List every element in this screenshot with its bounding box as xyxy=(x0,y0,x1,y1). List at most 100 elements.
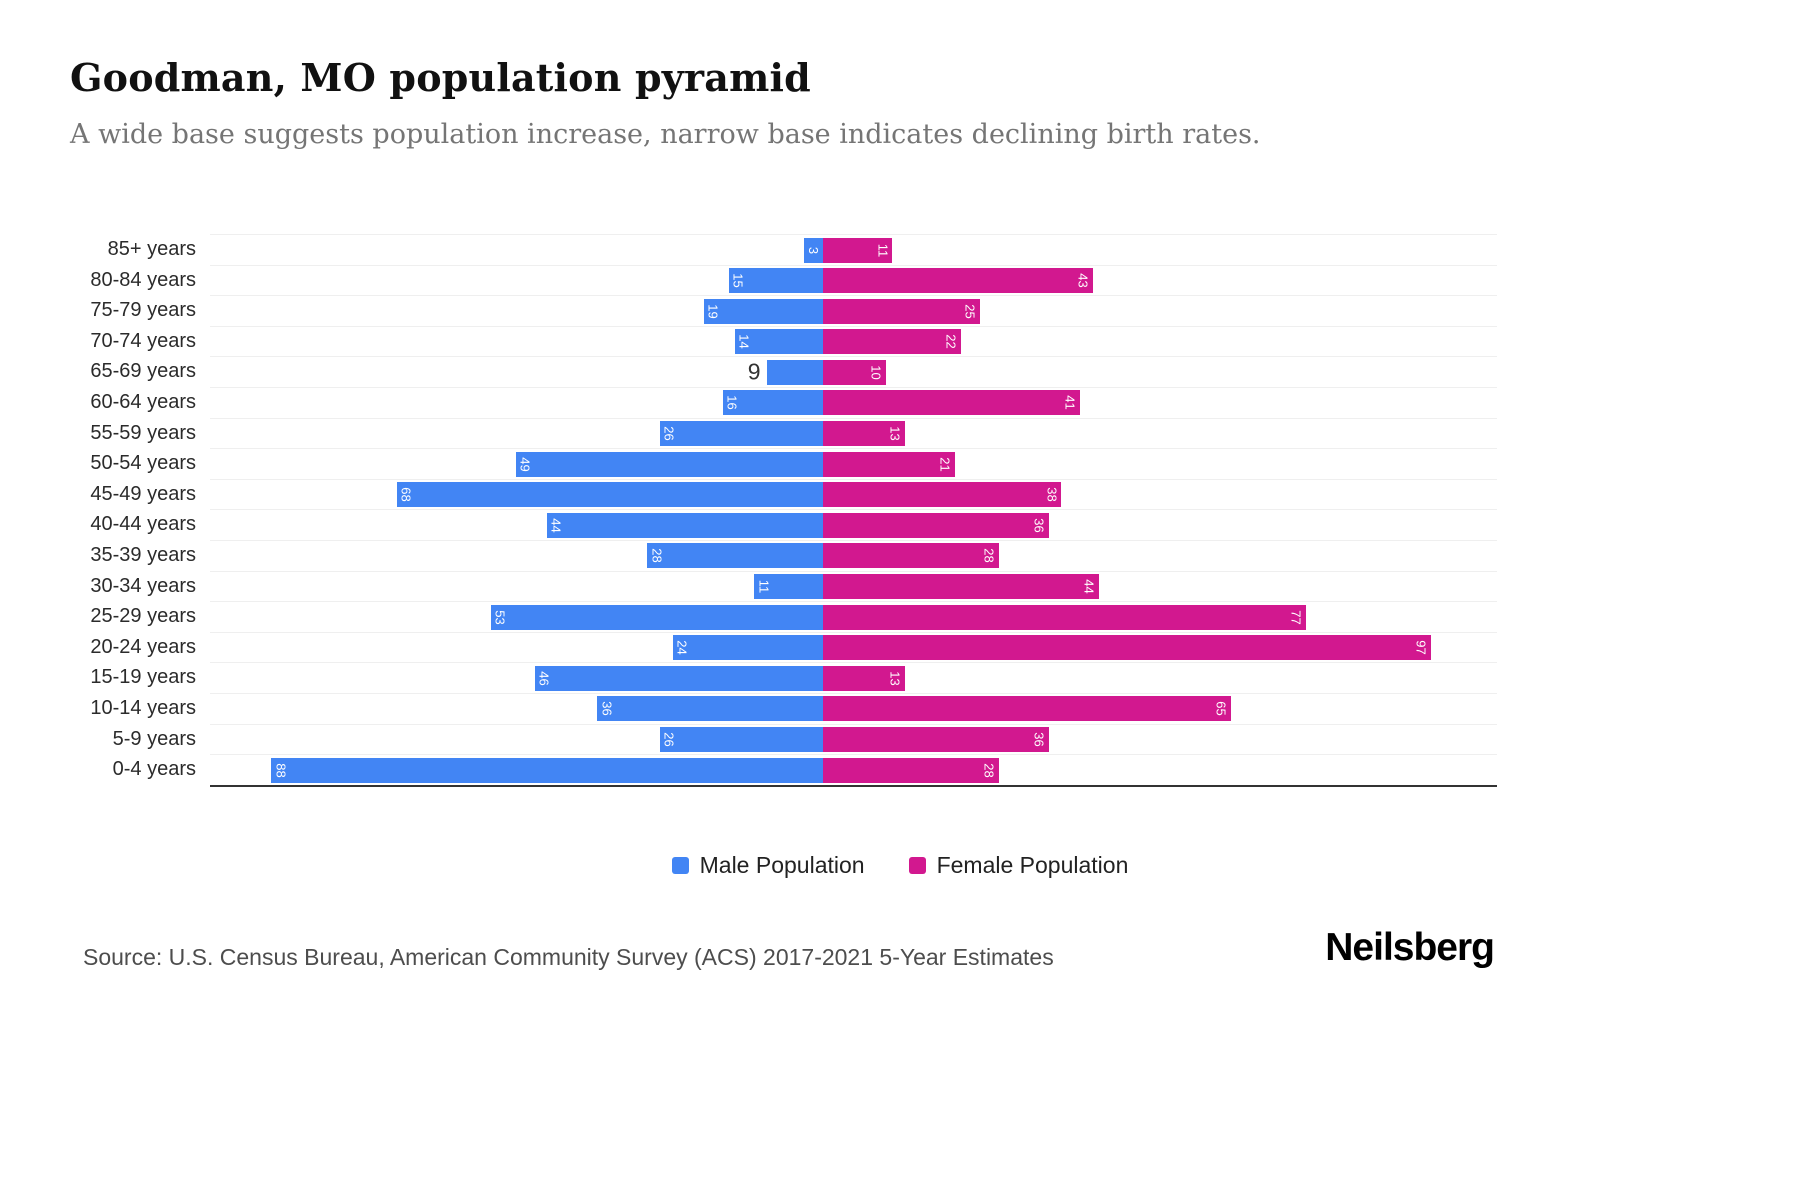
male-value-label: 15 xyxy=(730,273,746,288)
female-value-label: 10 xyxy=(868,365,884,380)
female-value-label: 21 xyxy=(937,456,953,472)
female-value-label: 44 xyxy=(1081,579,1097,594)
female-value-label: 97 xyxy=(1414,640,1430,655)
female-bar: 43 xyxy=(823,268,1093,294)
chart-row: 15-19 years 46 13 xyxy=(0,662,1800,693)
female-value-label: 22 xyxy=(943,334,959,350)
chart-row: 30-34 years 11 44 xyxy=(0,570,1800,602)
legend-item-male[interactable]: Male Population xyxy=(671,852,865,879)
male-bar: 68 xyxy=(396,482,823,508)
female-value-label: 13 xyxy=(887,671,903,686)
female-value-label: 43 xyxy=(1075,273,1091,288)
y-axis-label: 20-24 years xyxy=(90,635,196,658)
female-value-label: 36 xyxy=(1031,518,1047,533)
chart-row: 50-54 years 49 21 xyxy=(0,448,1800,479)
y-axis-label: 75-79 years xyxy=(90,299,196,322)
female-bar: 11 xyxy=(823,237,892,263)
male-bar: 24 xyxy=(672,635,823,661)
male-bar: 26 xyxy=(659,727,823,752)
female-value-label: 41 xyxy=(1063,395,1079,411)
y-axis-label: 35-39 years xyxy=(90,543,196,566)
plot-row: 9 10 xyxy=(210,356,1497,387)
female-bar: 77 xyxy=(823,604,1306,630)
female-value-label: 11 xyxy=(874,243,890,257)
y-axis-label: 45-49 years xyxy=(90,482,196,505)
male-bar: 36 xyxy=(597,696,823,722)
plot-row: 88 28 xyxy=(210,754,1497,785)
male-bar: 26 xyxy=(659,421,823,447)
male-bar: 44 xyxy=(547,512,823,538)
female-value-label: 28 xyxy=(981,762,997,778)
plot-row: 26 13 xyxy=(210,417,1497,449)
chart-row: 0-4 years 88 28 xyxy=(0,754,1800,785)
male-value-label: 49 xyxy=(517,456,533,472)
male-bar: 3 xyxy=(804,237,823,263)
y-axis-label: 25-29 years xyxy=(90,605,196,628)
chart-row: 85+ years 3 11 xyxy=(0,234,1800,265)
male-value-label: 28 xyxy=(649,548,665,564)
female-bar: 36 xyxy=(823,512,1049,538)
plot-row: 16 41 xyxy=(210,386,1497,418)
chart-row: 35-39 years 28 28 xyxy=(0,539,1800,571)
male-value-label: 26 xyxy=(661,732,677,747)
chart-row: 25-29 years 53 77 xyxy=(0,601,1800,632)
neilsberg-logo: Neilsberg xyxy=(1325,926,1495,969)
plot-row: 11 44 xyxy=(210,570,1497,602)
y-axis-label: 65-69 years xyxy=(90,360,196,383)
female-bar: 28 xyxy=(823,543,999,569)
chart-row: 20-24 years 24 97 xyxy=(0,631,1800,663)
y-axis-label: 0-4 years xyxy=(112,758,196,781)
female-bar: 22 xyxy=(823,329,961,355)
male-value-label: 14 xyxy=(737,334,753,350)
plot-row: 15 43 xyxy=(210,264,1497,296)
legend: Male Population Female Population xyxy=(0,852,1800,879)
plot-row: 68 38 xyxy=(210,478,1497,510)
plot-row: 3 11 xyxy=(210,234,1497,265)
y-axis-label: 15-19 years xyxy=(90,666,196,689)
male-value-label: 3 xyxy=(806,246,822,254)
female-value-label: 65 xyxy=(1213,701,1229,717)
male-bar: 49 xyxy=(515,451,823,477)
male-swatch-icon xyxy=(671,857,689,874)
legend-item-female[interactable]: Female Population xyxy=(908,852,1128,879)
plot-row: 19 25 xyxy=(210,295,1497,326)
chart-row: 60-64 years 16 41 xyxy=(0,386,1800,418)
female-bar: 25 xyxy=(823,298,980,324)
male-value-label: 19 xyxy=(705,303,721,319)
female-bar: 10 xyxy=(823,359,886,385)
female-bar: 97 xyxy=(823,635,1432,661)
male-value-label: 11 xyxy=(756,579,772,594)
y-axis-label: 30-34 years xyxy=(90,574,196,597)
female-bar: 13 xyxy=(823,665,905,691)
male-value-label: 16 xyxy=(724,395,740,411)
plot-row: 53 77 xyxy=(210,601,1497,632)
chart-row: 80-84 years 15 43 xyxy=(0,264,1800,296)
male-bar xyxy=(766,359,823,385)
male-value-label: 24 xyxy=(674,640,690,655)
male-bar: 88 xyxy=(271,757,823,783)
source-attribution: Source: U.S. Census Bureau, American Com… xyxy=(83,944,1054,970)
chart-row: 75-79 years 19 25 xyxy=(0,295,1800,326)
male-value-label: 36 xyxy=(599,701,615,717)
y-axis-label: 40-44 years xyxy=(90,513,196,536)
male-value-label: 68 xyxy=(398,487,414,502)
female-swatch-icon xyxy=(908,857,926,874)
legend-male-label: Male Population xyxy=(699,852,865,878)
female-value-label: 28 xyxy=(981,548,997,564)
female-bar: 21 xyxy=(823,451,955,477)
plot-row: 26 36 xyxy=(210,723,1497,755)
y-axis-label: 80-84 years xyxy=(90,268,196,291)
male-value-label: 44 xyxy=(549,518,565,533)
male-value-label: 53 xyxy=(492,609,508,625)
male-bar: 16 xyxy=(722,390,823,416)
chart-row: 65-69 years 9 10 xyxy=(0,356,1800,387)
male-value-label: 88 xyxy=(273,762,289,778)
male-bar: 11 xyxy=(754,574,823,600)
male-bar: 28 xyxy=(647,543,823,569)
male-bar: 53 xyxy=(490,604,823,630)
chart-row: 70-74 years 14 22 xyxy=(0,325,1800,357)
y-axis-label: 55-59 years xyxy=(90,421,196,444)
y-axis-label: 85+ years xyxy=(107,238,196,260)
female-value-label: 36 xyxy=(1031,732,1047,747)
